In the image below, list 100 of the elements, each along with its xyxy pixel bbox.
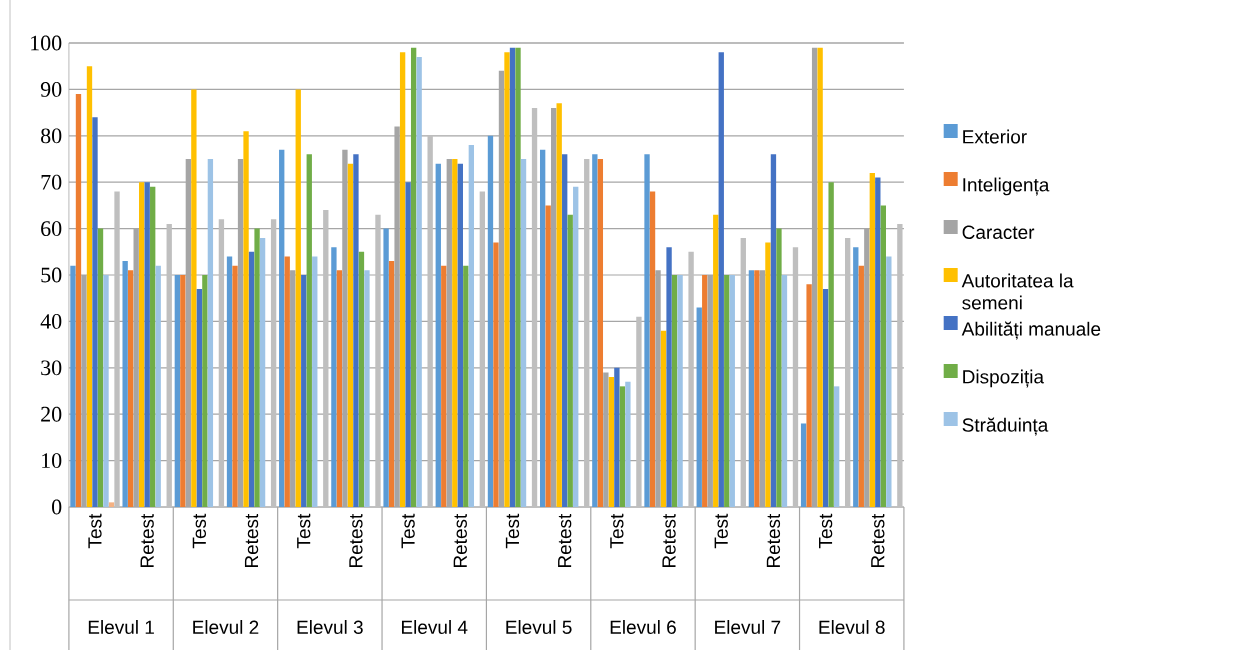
bar	[869, 172, 875, 507]
bar	[388, 261, 395, 507]
bar	[416, 56, 422, 507]
text: Elevul 6	[610, 620, 676, 634]
bar	[248, 251, 255, 507]
bar	[108, 502, 115, 507]
bar	[660, 330, 667, 507]
x-tick-label: Retest	[349, 513, 363, 568]
bar	[358, 251, 365, 507]
bar	[103, 275, 109, 507]
x-tick-label: Test	[297, 513, 311, 549]
bar	[592, 154, 598, 507]
bar	[897, 223, 903, 507]
bar	[166, 223, 172, 507]
bar	[792, 247, 799, 507]
bar	[353, 154, 359, 507]
bar	[625, 381, 631, 507]
bar	[174, 275, 181, 507]
bar	[435, 163, 441, 507]
x-tick-label: Test	[192, 513, 207, 549]
bar	[567, 214, 573, 507]
legend-label: Abilități manuale	[961, 321, 1101, 340]
x-tick-label: Test	[505, 513, 520, 549]
text: Elevul 8	[819, 620, 885, 634]
bar	[666, 247, 672, 507]
bar	[336, 270, 343, 507]
y-tick-label: 90	[40, 81, 62, 97]
bar	[97, 228, 104, 507]
bar	[828, 182, 834, 507]
legend-label: Străduința	[962, 417, 1049, 436]
bar	[844, 237, 851, 507]
x-tick-label: Retest	[766, 513, 781, 568]
bar	[800, 423, 807, 507]
bar	[671, 275, 678, 507]
bar	[301, 275, 307, 507]
x-tick-label: Retest	[871, 513, 885, 568]
y-tick-label: 70	[41, 174, 62, 190]
legend-label: Caracter	[962, 225, 1035, 240]
legend-label: Inteligența	[963, 177, 1050, 196]
bar	[479, 191, 486, 507]
bar	[279, 149, 285, 507]
bar	[886, 256, 892, 507]
y-tick-label: 80	[41, 128, 62, 144]
text: Elevul 3	[297, 620, 363, 634]
bar	[155, 265, 161, 507]
bar	[180, 275, 186, 507]
y-tick-label: 30	[41, 360, 62, 376]
bar	[833, 386, 840, 507]
bar	[748, 270, 755, 507]
legend-label: Dispoziția	[963, 369, 1045, 388]
legend-label: Exterior	[963, 129, 1027, 144]
y-tick-label: 50	[41, 267, 62, 283]
bar	[191, 89, 197, 507]
x-tick-label: Retest	[453, 513, 467, 568]
bar	[427, 135, 433, 507]
bar	[441, 265, 447, 507]
bar	[724, 275, 730, 507]
bar	[127, 270, 134, 507]
bar	[452, 159, 458, 507]
bar	[644, 154, 650, 507]
bar	[375, 214, 381, 507]
bar	[677, 275, 683, 507]
y-tick-label: 0	[52, 499, 62, 515]
bar	[702, 275, 708, 507]
bar	[232, 265, 238, 507]
bar	[754, 270, 760, 507]
bar	[207, 159, 214, 507]
bar	[696, 307, 702, 507]
bar	[584, 159, 590, 507]
x-tick-label: Test	[714, 513, 728, 549]
bar	[410, 47, 417, 507]
bar	[688, 251, 694, 507]
bar	[218, 219, 225, 507]
bar	[718, 52, 724, 507]
bar	[259, 237, 266, 507]
bar	[468, 145, 475, 507]
bar	[86, 66, 93, 507]
bar	[770, 154, 777, 507]
bar	[347, 163, 354, 507]
bar	[619, 386, 626, 507]
bar	[493, 242, 499, 507]
bar	[562, 154, 568, 507]
bar	[139, 182, 145, 507]
y-tick-label: 10	[42, 453, 62, 469]
text: Elevul 7	[715, 620, 781, 634]
bar	[487, 135, 494, 507]
bar	[284, 256, 290, 507]
bar	[531, 107, 538, 507]
legend-label: Autoritatea la semeni	[961, 273, 1074, 310]
y-tick-label: 40	[40, 313, 62, 329]
bar	[226, 256, 233, 507]
bar	[556, 103, 562, 507]
bar	[306, 154, 312, 507]
bar	[520, 159, 527, 507]
bar	[144, 182, 150, 507]
y-tick-label: 60	[41, 221, 62, 237]
bar	[781, 275, 788, 507]
bar	[880, 205, 886, 507]
bar	[150, 186, 156, 507]
bar	[457, 163, 463, 507]
